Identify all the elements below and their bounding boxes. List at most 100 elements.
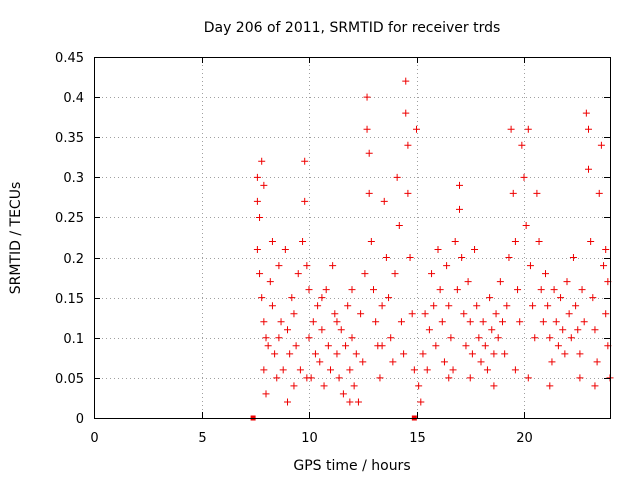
data-point: [503, 302, 511, 310]
data-point: [404, 189, 412, 197]
data-points: [250, 77, 614, 421]
data-point: [378, 302, 386, 310]
data-point: [253, 246, 261, 254]
x-axis-label: GPS time / hours: [293, 458, 410, 474]
data-point: [305, 334, 313, 342]
data-point: [563, 278, 571, 286]
data-point: [260, 318, 268, 326]
data-point: [419, 350, 427, 358]
data-point: [277, 318, 285, 326]
data-point: [561, 350, 569, 358]
y-tick-label: 0.35: [55, 131, 84, 146]
data-point: [301, 197, 309, 205]
data-point: [449, 366, 457, 374]
data-point: [299, 238, 307, 246]
data-point: [430, 302, 438, 310]
data-point: [460, 310, 468, 318]
data-point: [481, 342, 489, 350]
data-point: [499, 318, 506, 326]
data-point: [372, 318, 380, 326]
data-point: [475, 334, 483, 342]
data-point: [456, 181, 463, 189]
data-point: [258, 157, 266, 165]
data-point: [337, 326, 345, 334]
data-point: [576, 350, 584, 358]
data-point: [593, 358, 601, 366]
data-point: [464, 278, 472, 286]
data-point: [256, 270, 264, 278]
data-point: [486, 294, 494, 302]
data-point: [531, 334, 539, 342]
data-point: [591, 382, 599, 390]
data-point: [258, 294, 266, 302]
data-point: [589, 294, 597, 302]
y-tick-label: 0: [76, 412, 84, 427]
data-point: [378, 342, 386, 350]
data-point: [520, 173, 528, 181]
data-point: [268, 302, 276, 310]
data-point: [524, 374, 532, 382]
data-point: [303, 374, 311, 382]
data-point: [385, 294, 393, 302]
data-point: [518, 141, 526, 149]
data-point: [294, 270, 302, 278]
data-point: [602, 246, 610, 254]
data-point: [397, 318, 405, 326]
data-point: [483, 366, 491, 374]
y-tick-label: 0.1: [63, 332, 84, 347]
data-point: [273, 374, 281, 382]
data-point: [507, 125, 515, 133]
data-point: [346, 366, 354, 374]
x-tick-label: 5: [198, 431, 206, 446]
data-point: [445, 374, 453, 382]
data-point: [567, 334, 575, 342]
data-point: [376, 374, 384, 382]
y-tick-label: 0.4: [63, 91, 84, 106]
data-point: [406, 254, 414, 262]
data-point: [466, 374, 474, 382]
data-point: [348, 286, 356, 294]
data-point: [284, 326, 291, 334]
data-point: [585, 165, 592, 173]
data-point: [550, 286, 558, 294]
data-point: [361, 270, 369, 278]
data-point: [290, 382, 298, 390]
data-point: [333, 318, 341, 326]
data-point: [316, 358, 324, 366]
data-point: [471, 246, 479, 254]
data-point: [253, 173, 261, 181]
data-point: [565, 310, 573, 318]
data-point: [404, 141, 412, 149]
data-point: [296, 366, 304, 374]
data-point: [318, 326, 326, 334]
data-point: [389, 358, 397, 366]
data-point: [322, 286, 330, 294]
data-point: [253, 197, 261, 205]
data-point: [533, 189, 541, 197]
data-point: [314, 302, 322, 310]
data-point: [456, 205, 463, 213]
data-point: [365, 149, 373, 157]
data-point: [488, 326, 496, 334]
data-point: [477, 358, 485, 366]
data-point: [417, 398, 425, 406]
data-point: [591, 326, 599, 334]
data-point: [440, 358, 448, 366]
data-point: [260, 366, 268, 374]
data-point: [350, 382, 358, 390]
data-point: [494, 334, 502, 342]
data-point: [557, 294, 565, 302]
data-point: [363, 93, 371, 101]
plot-frame: [94, 57, 611, 419]
data-point: [453, 286, 461, 294]
data-point: [402, 109, 410, 117]
data-point: [266, 278, 274, 286]
axis-ticks: 0 0.05 0.1 0.15 0.2 0.25 0.3 0.35 0.4 0.45 0 5 10 15 2…: [55, 51, 610, 446]
data-point: [335, 374, 343, 382]
data-point: [352, 350, 360, 358]
grid: [94, 57, 610, 418]
data-point: [559, 326, 567, 334]
data-point: [576, 374, 584, 382]
data-point: [524, 125, 532, 133]
data-point: [490, 382, 498, 390]
